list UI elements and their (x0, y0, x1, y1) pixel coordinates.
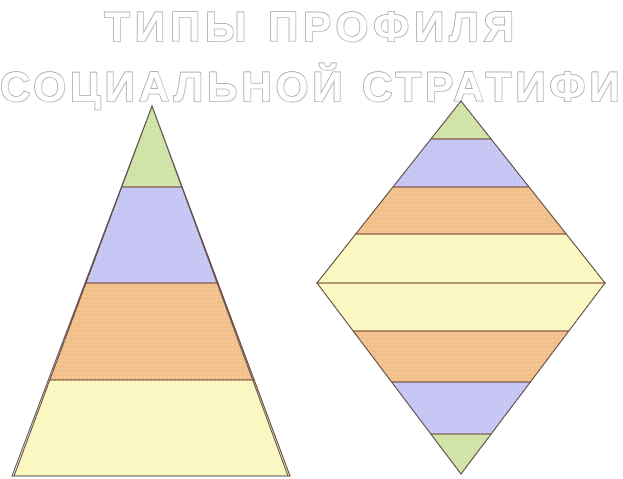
title-line-1: ТИПЫ ПРОФИЛЯ (103, 2, 519, 50)
pyramid-profile (11, 104, 291, 477)
diamond-profile (315, 100, 607, 475)
pyramid-outline (11, 104, 289, 477)
title-line-2: СОЦИАЛЬНОЙ СТРАТИФИКАЦИИ (0, 62, 623, 110)
diamond-outline (316, 100, 606, 475)
